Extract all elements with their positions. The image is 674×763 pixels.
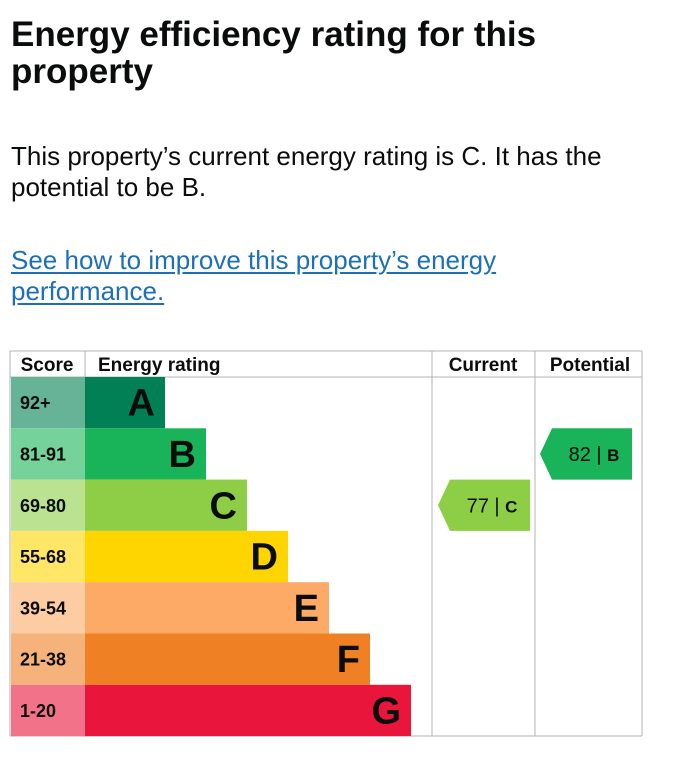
score-column-header: Score <box>21 355 74 376</box>
rating-letter-d: D <box>251 537 278 579</box>
rating-letter-c: C <box>210 485 237 527</box>
rating-letter-g: G <box>371 690 401 732</box>
score-label-c: 69-80 <box>20 496 66 516</box>
rating-bar-e <box>85 582 329 634</box>
score-cell-f <box>11 633 85 685</box>
score-label-g: 1-20 <box>20 701 56 721</box>
score-cell-g <box>11 684 85 737</box>
rating-letter-f: F <box>337 639 360 681</box>
potential-column-header: Potential <box>550 355 630 376</box>
score-label-f: 21-38 <box>20 650 66 670</box>
score-cell-c <box>11 479 85 531</box>
score-label-e: 39-54 <box>20 598 66 618</box>
energy-rating-column-header: Energy rating <box>98 355 220 376</box>
rating-bar-a <box>85 377 165 429</box>
rating-bar-g <box>85 684 411 737</box>
score-cell-a <box>11 377 85 429</box>
page-title: Energy efficiency rating for this proper… <box>11 15 537 91</box>
rating-bar-b <box>85 428 206 480</box>
rating-letter-b: B <box>169 434 196 476</box>
rating-bar-f <box>85 633 370 685</box>
improve-performance-link[interactable]: See how to improve this property’s energ… <box>11 245 497 306</box>
potential-rating-arrow <box>540 428 632 480</box>
score-label-a: 92+ <box>20 393 51 413</box>
current-rating-arrow <box>438 479 530 531</box>
rating-summary: This property’s current energy rating is… <box>11 141 602 202</box>
score-cell-b <box>11 428 85 480</box>
current-rating-label: 77 | C <box>467 495 518 517</box>
score-label-d: 55-68 <box>20 547 66 567</box>
rating-bar-d <box>85 530 288 583</box>
current-column-header: Current <box>449 355 518 376</box>
potential-rating-label: 82 | B <box>569 444 620 466</box>
score-cell-e <box>11 582 85 634</box>
score-label-b: 81-91 <box>20 444 66 464</box>
score-cell-d <box>11 530 85 583</box>
rating-letter-a: A <box>128 383 155 425</box>
rating-letter-e: E <box>294 588 319 630</box>
energy-rating-chart: Score Energy rating Current Potential 92… <box>9 350 643 737</box>
rating-bar-c <box>85 479 247 531</box>
